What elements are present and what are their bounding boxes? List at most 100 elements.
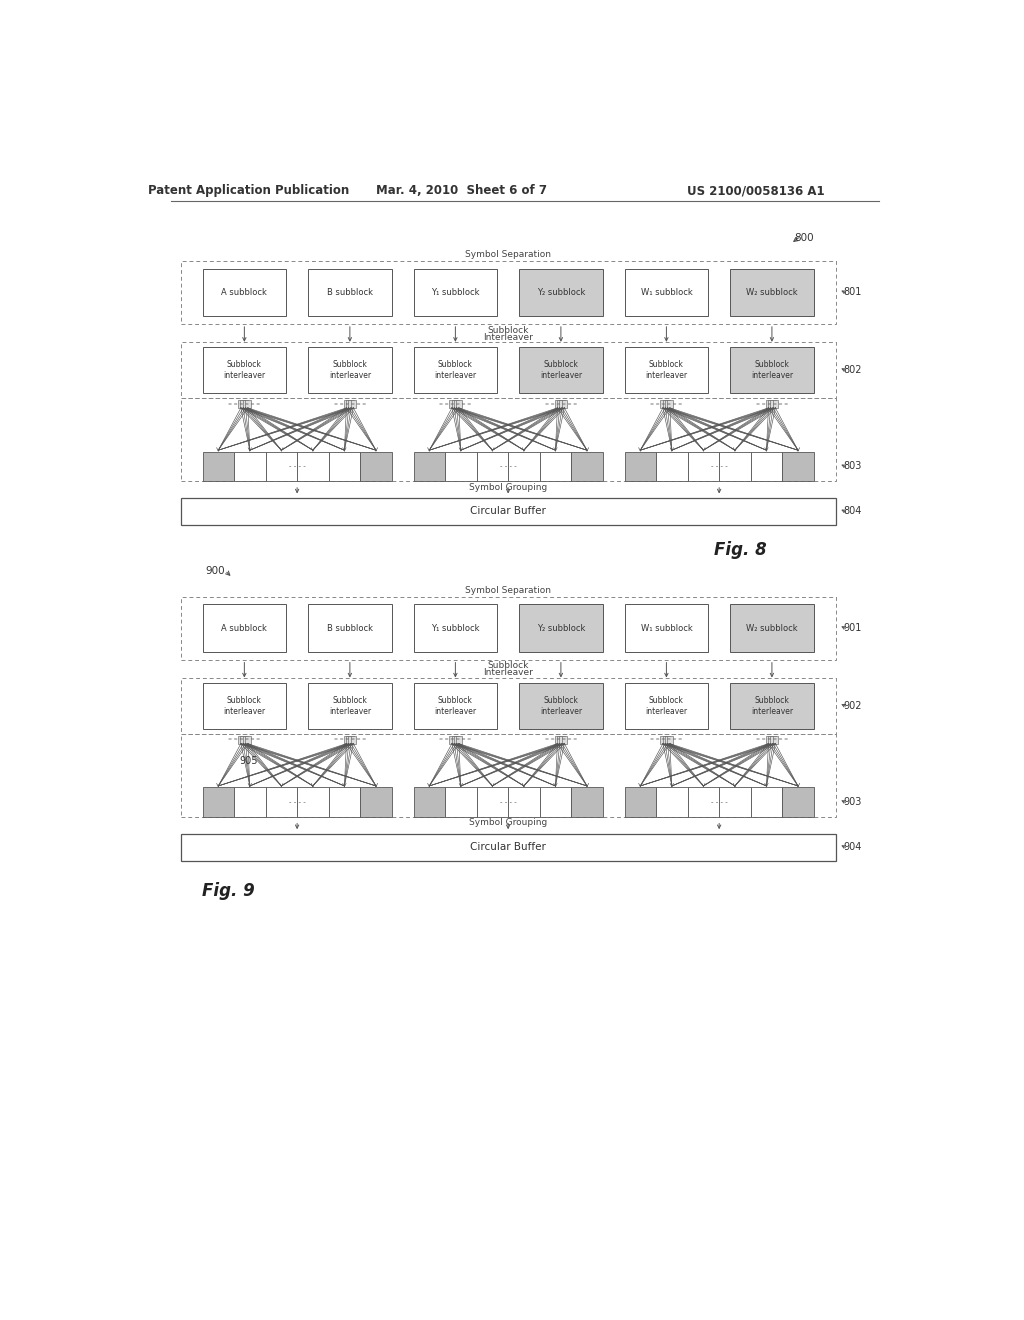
Bar: [656, 788, 688, 817]
Text: Symbol Separation: Symbol Separation: [465, 586, 551, 595]
Text: Mar. 4, 2010  Sheet 6 of 7: Mar. 4, 2010 Sheet 6 of 7: [376, 185, 547, 197]
Bar: [308, 605, 392, 652]
Bar: [297, 788, 329, 817]
Bar: [625, 788, 656, 817]
Bar: [452, 400, 457, 408]
Bar: [203, 268, 287, 317]
Bar: [557, 400, 562, 408]
Bar: [768, 737, 773, 743]
Bar: [350, 737, 356, 743]
Bar: [625, 451, 656, 480]
Text: = = = = = =: = = = = = =: [545, 738, 577, 742]
Text: Subblock
interleaver: Subblock interleaver: [540, 360, 582, 380]
Bar: [562, 400, 567, 408]
Bar: [665, 737, 671, 743]
Bar: [508, 788, 540, 817]
Text: Y₂ subblock: Y₂ subblock: [537, 288, 585, 297]
Text: = = = = = =: = = = = = =: [228, 738, 260, 742]
Bar: [751, 451, 782, 480]
Text: Subblock
interleaver: Subblock interleaver: [645, 360, 687, 380]
Text: Circular Buffer: Circular Buffer: [470, 507, 546, 516]
Bar: [751, 788, 782, 817]
Bar: [265, 788, 297, 817]
Bar: [688, 788, 719, 817]
Bar: [245, 737, 251, 743]
Text: 903: 903: [844, 797, 862, 807]
Bar: [414, 682, 498, 729]
Text: = = = = = =: = = = = = =: [334, 401, 366, 407]
Text: 902: 902: [844, 701, 862, 711]
Bar: [773, 737, 778, 743]
Text: A subblock: A subblock: [221, 288, 267, 297]
Bar: [445, 788, 476, 817]
Bar: [476, 788, 508, 817]
Bar: [540, 788, 571, 817]
Text: = = = = = =: = = = = = =: [439, 401, 471, 407]
Bar: [414, 347, 498, 393]
Bar: [243, 400, 248, 408]
Bar: [346, 400, 351, 408]
Text: - - - -: - - - -: [289, 463, 305, 470]
Bar: [730, 682, 814, 729]
Bar: [308, 268, 392, 317]
Bar: [766, 400, 771, 408]
Bar: [770, 737, 776, 743]
Bar: [203, 788, 234, 817]
Text: B subblock: B subblock: [327, 288, 373, 297]
Bar: [730, 605, 814, 652]
Bar: [660, 737, 666, 743]
Bar: [519, 268, 603, 317]
Bar: [730, 347, 814, 393]
Text: 905: 905: [239, 756, 257, 766]
Text: Subblock: Subblock: [487, 326, 528, 334]
Text: Y₁ subblock: Y₁ subblock: [431, 623, 479, 632]
Text: 901: 901: [844, 623, 862, 634]
Bar: [348, 400, 353, 408]
Text: Circular Buffer: Circular Buffer: [470, 842, 546, 853]
Bar: [234, 788, 265, 817]
Bar: [180, 498, 836, 525]
Bar: [773, 400, 778, 408]
Bar: [344, 737, 349, 743]
Text: Y₂ subblock: Y₂ subblock: [537, 623, 585, 632]
Text: Subblock
interleaver: Subblock interleaver: [540, 696, 582, 715]
Bar: [719, 451, 751, 480]
Bar: [360, 788, 392, 817]
Bar: [243, 737, 248, 743]
Bar: [180, 734, 836, 817]
Bar: [450, 737, 455, 743]
Bar: [519, 605, 603, 652]
Bar: [555, 400, 560, 408]
Bar: [445, 451, 476, 480]
Bar: [508, 451, 540, 480]
Bar: [625, 682, 709, 729]
Bar: [241, 400, 246, 408]
Text: = = = = = =: = = = = = =: [228, 401, 260, 407]
Text: Fig. 9: Fig. 9: [203, 883, 255, 900]
Text: US 2100/0058136 A1: US 2100/0058136 A1: [687, 185, 824, 197]
Bar: [688, 451, 719, 480]
Bar: [519, 347, 603, 393]
Bar: [555, 737, 560, 743]
Text: Subblock
interleaver: Subblock interleaver: [434, 360, 476, 380]
Bar: [297, 451, 329, 480]
Bar: [450, 400, 455, 408]
Text: Subblock
interleaver: Subblock interleaver: [434, 696, 476, 715]
Text: W₁ subblock: W₁ subblock: [641, 288, 692, 297]
Text: = = = = = =: = = = = = =: [439, 738, 471, 742]
Bar: [559, 400, 565, 408]
Text: = = = = = =: = = = = = =: [650, 401, 683, 407]
Bar: [203, 451, 234, 480]
Bar: [346, 737, 351, 743]
Text: 800: 800: [794, 232, 814, 243]
Bar: [660, 400, 666, 408]
Text: = = = = = =: = = = = = =: [756, 401, 788, 407]
Bar: [668, 737, 673, 743]
Text: 802: 802: [844, 366, 862, 375]
Bar: [454, 400, 459, 408]
Text: - - - -: - - - -: [500, 463, 516, 470]
Bar: [625, 268, 709, 317]
Text: Subblock
interleaver: Subblock interleaver: [751, 696, 793, 715]
Bar: [329, 451, 360, 480]
Text: B subblock: B subblock: [327, 623, 373, 632]
